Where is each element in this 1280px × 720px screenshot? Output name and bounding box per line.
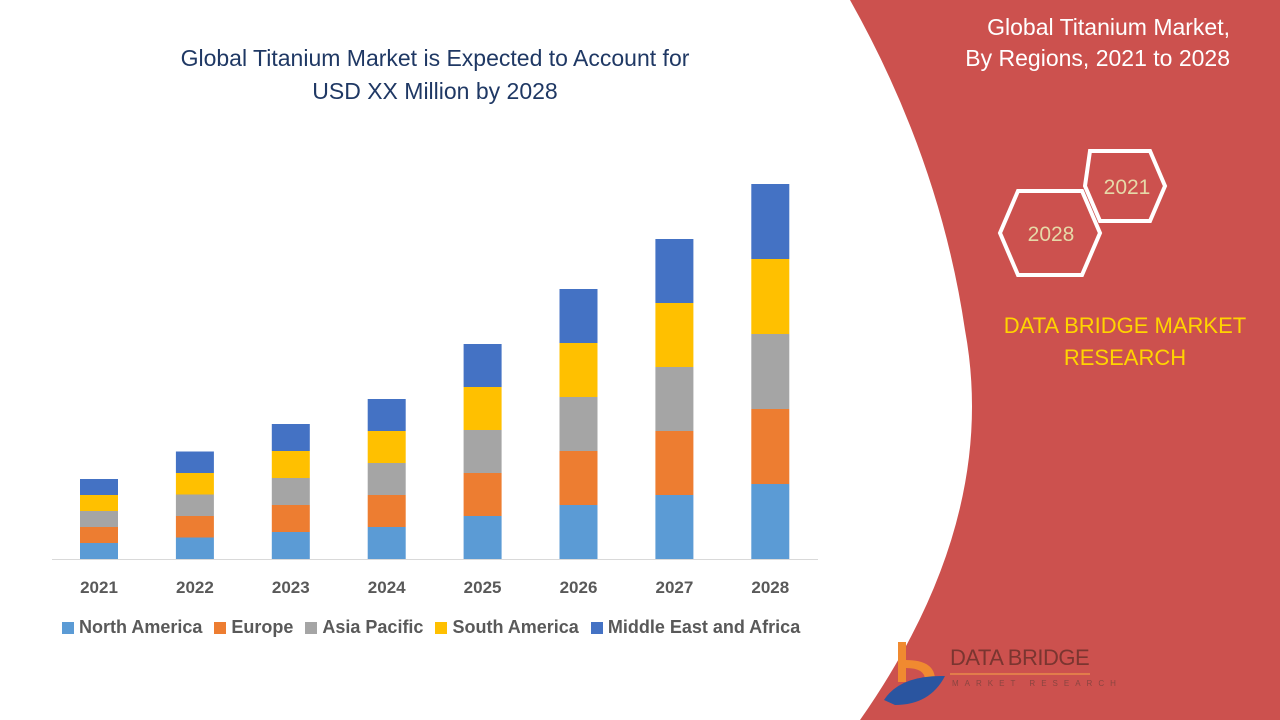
side-panel-title: Global Titanium Market, By Regions, 2021… <box>900 12 1230 74</box>
bar-segment-2027-south-america <box>655 303 694 367</box>
x-tick-label: 2021 <box>80 578 118 597</box>
bar-segment-2028-north-america <box>751 484 790 559</box>
bar-segment-2025-asia-pacific <box>463 430 502 473</box>
bar-segment-2026-south-america <box>559 343 598 397</box>
x-tick-label: 2028 <box>751 578 789 597</box>
hex-label-2028: 2028 <box>1028 223 1075 246</box>
legend-swatch <box>214 621 227 634</box>
bar-segment-2026-asia-pacific <box>559 397 598 451</box>
bar-segment-2025-north-america <box>463 516 502 559</box>
legend-item-south-america: South America <box>435 617 579 638</box>
x-tick-label: 2025 <box>464 578 502 597</box>
legend-item-europe: Europe <box>214 617 293 638</box>
bar-segment-2024-south-america <box>367 431 406 463</box>
legend-label: Middle East and Africa <box>607 617 801 637</box>
x-tick-label: 2022 <box>176 578 214 597</box>
bar-segment-2022-south-america <box>175 473 214 495</box>
bar-segment-2022-north-america <box>175 537 214 559</box>
bar-segment-2021-north-america <box>80 543 118 559</box>
side-panel <box>850 0 1280 720</box>
legend-swatch <box>435 621 448 634</box>
bar-segment-2021-asia-pacific <box>80 511 118 527</box>
bar-segment-2026-north-america <box>559 505 598 559</box>
bar-segment-2026-middle-east-and-africa <box>559 289 598 343</box>
bar-segment-2023-asia-pacific <box>271 478 310 505</box>
chart-title-line-1: Global Titanium Market is Expected to Ac… <box>180 45 690 71</box>
bar-segment-2026-europe <box>559 451 598 505</box>
bar-segment-2022-europe <box>175 516 214 538</box>
bar-segment-2023-south-america <box>271 451 310 478</box>
x-tick-label: 2023 <box>272 578 310 597</box>
x-tick-label: 2024 <box>368 578 406 597</box>
bar-segment-2021-middle-east-and-africa <box>80 479 118 495</box>
bar-segment-2021-south-america <box>80 495 118 511</box>
legend-label: Europe <box>231 617 294 637</box>
bar-segment-2023-north-america <box>271 532 310 559</box>
brand-line-1: DATA BRIDGE MARKET <box>1003 313 1247 338</box>
legend-label: South America <box>452 617 579 637</box>
legend-item-middle-east-africa: Middle East and Africa <box>590 617 801 638</box>
logo-text: DATA BRIDGE <box>950 645 1090 670</box>
bar-segment-2024-middle-east-and-africa <box>367 399 406 431</box>
bar-segment-2024-asia-pacific <box>367 463 406 495</box>
bar-segment-2022-middle-east-and-africa <box>175 451 214 473</box>
hex-label-2021: 2021 <box>1104 176 1151 199</box>
legend-swatch <box>305 621 318 634</box>
stacked-bar-chart: 2021 2022 2023 2024 2025 2026 2027 2028 <box>52 184 818 597</box>
bar-segment-2024-europe <box>367 495 406 527</box>
hexagon-2021 <box>1082 149 1168 223</box>
legend-swatch <box>590 621 603 634</box>
hexagon-2028 <box>997 189 1103 277</box>
legend-label: Asia Pacific <box>322 617 424 637</box>
bar-segment-2028-europe <box>751 409 790 484</box>
bar-segment-2027-middle-east-and-africa <box>655 239 694 303</box>
bar-segment-2025-middle-east-and-africa <box>463 344 502 387</box>
legend-label: North America <box>79 617 203 637</box>
bar-segment-2023-europe <box>271 505 310 532</box>
legend-item-asia-pacific: Asia Pacific <box>305 617 423 638</box>
bar-segment-2025-south-america <box>463 387 502 430</box>
bar-segment-2027-north-america <box>655 495 694 559</box>
bar-segment-2025-europe <box>463 473 502 516</box>
chart-title-line-2: USD XX Million by 2028 <box>312 78 558 104</box>
bar-segment-2028-middle-east-and-africa <box>751 184 790 259</box>
legend-item-north-america: North America <box>62 617 202 638</box>
bar-segment-2024-north-america <box>367 527 406 559</box>
legend: North America Europe Asia Pacific South … <box>62 617 800 638</box>
bar-segment-2021-europe <box>80 527 118 543</box>
brand-line-2: RESEARCH <box>1063 345 1187 370</box>
bar-segment-2022-asia-pacific <box>175 494 214 516</box>
side-title-line-1: Global Titanium Market, <box>987 14 1230 40</box>
brand-name: DATA BRIDGE MARKET RESEARCH <box>985 310 1265 374</box>
bar-segment-2027-asia-pacific <box>655 367 694 431</box>
logo-subtext: MARKET RESEARCH <box>952 679 1122 688</box>
chart-title: Global Titanium Market is Expected to Ac… <box>130 42 740 108</box>
bar-segment-2028-asia-pacific <box>751 334 790 409</box>
x-tick-label: 2027 <box>655 578 693 597</box>
logo-icon <box>884 642 945 705</box>
bar-segment-2023-middle-east-and-africa <box>271 424 310 451</box>
bar-segment-2028-south-america <box>751 259 790 334</box>
x-tick-label: 2026 <box>560 578 598 597</box>
legend-swatch <box>62 621 74 634</box>
side-title-line-2: By Regions, 2021 to 2028 <box>965 45 1230 71</box>
bar-segment-2027-europe <box>655 431 694 495</box>
